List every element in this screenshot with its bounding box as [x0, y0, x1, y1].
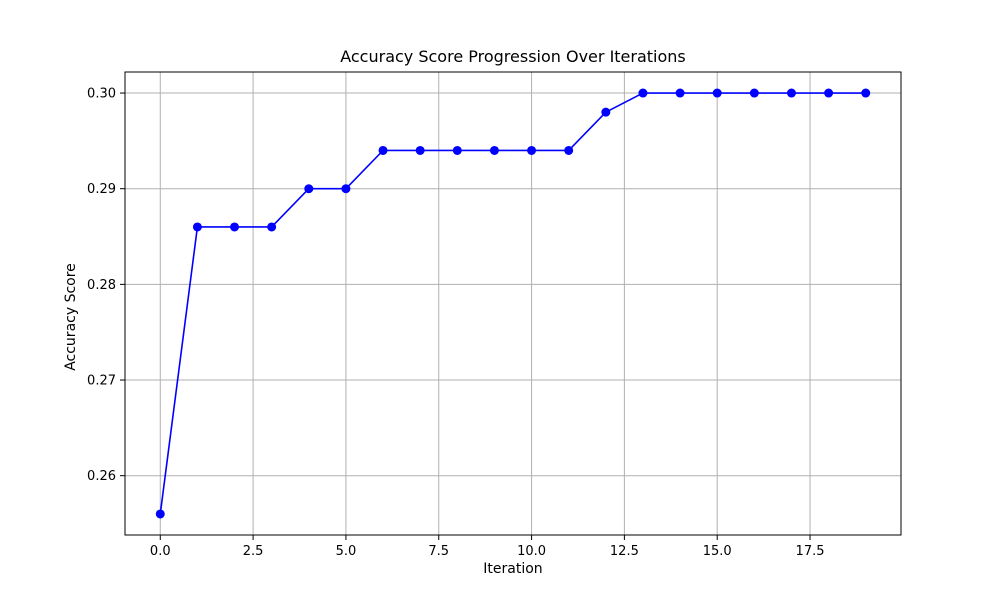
ticks: 0.0 2.5 5.0 7.5 10.0 12.5 15.0 17.5 0.26 0.27 0.28…: [87, 87, 824, 559]
data-point: [378, 145, 388, 155]
plot-area: [125, 72, 901, 535]
y-tick-label: 0.30: [87, 87, 116, 102]
chart-title: Accuracy Score Progression Over Iteratio…: [340, 47, 686, 66]
x-tick-label: 0.0: [150, 544, 171, 559]
y-tick-label: 0.26: [87, 469, 116, 484]
data-point: [861, 88, 871, 98]
x-tick-label: 17.5: [796, 544, 825, 559]
data-point: [824, 88, 834, 98]
data-point: [601, 107, 611, 117]
data-point: [564, 145, 574, 155]
series: [155, 88, 871, 519]
y-tick-label: 0.28: [87, 278, 116, 293]
data-point: [638, 88, 648, 98]
data-point: [155, 509, 165, 519]
data-point: [415, 145, 425, 155]
data-point: [304, 184, 314, 194]
data-point: [675, 88, 685, 98]
x-tick-label: 2.5: [243, 544, 264, 559]
data-point: [712, 88, 722, 98]
data-point: [489, 145, 499, 155]
x-tick-label: 7.5: [428, 544, 449, 559]
y-tick-label: 0.27: [87, 374, 116, 389]
axes-frame: [124, 71, 902, 536]
x-tick-label: 10.0: [517, 544, 546, 559]
data-point: [341, 184, 351, 194]
data-point: [267, 222, 277, 232]
data-point: [786, 88, 796, 98]
x-tick-label: 5.0: [336, 544, 357, 559]
data-point: [452, 145, 462, 155]
data-point: [192, 222, 202, 232]
series-line: [159, 92, 866, 515]
data-point: [230, 222, 240, 232]
x-tick-label: 15.0: [703, 544, 732, 559]
axes: [124, 71, 902, 536]
data-point: [527, 145, 537, 155]
y-axis-label: Accuracy Score: [63, 263, 79, 371]
data-point: [749, 88, 759, 98]
x-axis-label: Iteration: [483, 561, 543, 577]
y-tick-label: 0.29: [87, 182, 116, 197]
x-tick-label: 12.5: [610, 544, 639, 559]
